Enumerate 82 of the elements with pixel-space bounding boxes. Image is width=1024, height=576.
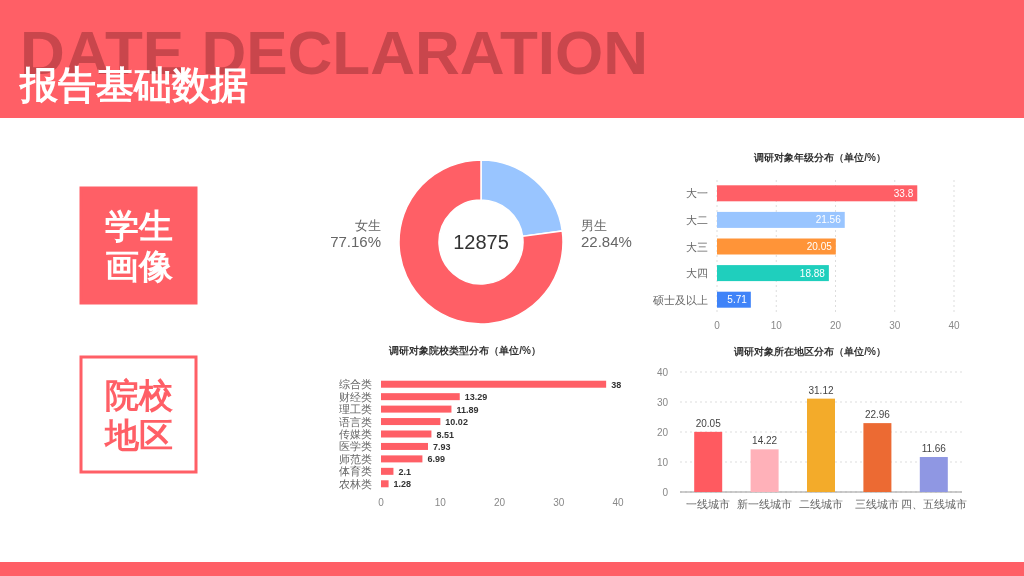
- data-label: 13.29: [464, 392, 488, 403]
- data-label: 10.02: [445, 417, 468, 428]
- data-label: 22.84%: [581, 233, 632, 250]
- chart-title: 调研对象年级分布（单位/%）: [753, 152, 886, 163]
- bar: [381, 442, 428, 450]
- y-tick-label: 大三: [686, 240, 708, 253]
- y-tick-label: 硕士及以上: [652, 293, 708, 306]
- data-label: 22.96: [864, 409, 891, 421]
- x-tick-label: 二线城市: [799, 498, 843, 510]
- bar: [750, 449, 779, 492]
- y-tick-label: 40: [656, 367, 669, 378]
- x-tick-label: 0: [714, 320, 721, 331]
- y-tick-label: 师范类: [339, 452, 372, 465]
- data-label: 11.66: [921, 443, 947, 455]
- data-label: 21.56: [815, 214, 842, 226]
- x-tick-label: 0: [378, 497, 385, 508]
- data-label: 18.88: [799, 267, 826, 279]
- y-tick-label: 农林类: [339, 477, 372, 490]
- x-tick-label: 一线城市: [686, 498, 731, 510]
- text: 12875: [453, 231, 509, 253]
- bar: [381, 393, 460, 401]
- data-label: 1.28: [393, 479, 412, 490]
- bar: [381, 380, 607, 388]
- y-tick-label: 10: [656, 457, 669, 468]
- slice-label: 男生: [581, 218, 607, 233]
- bar: [381, 480, 389, 488]
- data-label: 77.16%: [330, 233, 381, 250]
- bar: [694, 431, 723, 492]
- x-tick-label: 20: [829, 320, 842, 331]
- y-tick-label: 理工类: [339, 403, 372, 416]
- chart-title: 调研对象所在地区分布（单位/%）: [733, 346, 886, 357]
- y-tick-label: 语言类: [339, 415, 372, 428]
- donut-slice: [398, 159, 564, 325]
- bar: [381, 430, 432, 438]
- data-label: 20.05: [695, 417, 722, 429]
- data-label: 31.12: [808, 384, 834, 396]
- y-tick-label: 传媒类: [339, 428, 372, 440]
- data-label: 33.8: [893, 187, 914, 199]
- bar: [863, 423, 892, 492]
- slice-label: 女生: [355, 218, 381, 233]
- data-label: 8.51: [436, 429, 454, 440]
- x-tick-label: 三线城市: [855, 498, 900, 510]
- y-tick-label: 30: [656, 397, 669, 408]
- x-tick-label: 30: [553, 497, 565, 508]
- data-label: 6.99: [427, 454, 445, 465]
- bar: [381, 467, 394, 475]
- bar: [717, 211, 845, 228]
- x-tick-label: 新一线城市: [737, 498, 793, 510]
- bar: [381, 405, 452, 413]
- x-tick-label: 30: [889, 320, 901, 331]
- bar: [717, 238, 836, 255]
- y-tick-label: 20: [656, 427, 669, 438]
- y-tick-label: 综合类: [339, 378, 372, 391]
- data-label: 5.71: [727, 294, 748, 306]
- text: 学生画像: [104, 207, 174, 285]
- y-tick-label: 大一: [686, 187, 708, 200]
- bar: [381, 455, 423, 463]
- y-tick-label: 体育类: [339, 465, 372, 478]
- bar: [919, 457, 948, 492]
- y-tick-label: 大四: [686, 267, 708, 280]
- text: 院校地区: [102, 376, 174, 454]
- data-label: 20.05: [806, 241, 833, 252]
- y-tick-label: 医学类: [339, 440, 372, 453]
- x-tick-label: 四、五线城市: [900, 498, 967, 510]
- data-label: 11.89: [456, 404, 479, 415]
- x-tick-label: 10: [434, 497, 447, 508]
- x-tick-label: 20: [493, 497, 506, 508]
- data-label: 38: [611, 379, 622, 390]
- data-label: 2.1: [398, 466, 411, 477]
- y-tick-label: 0: [662, 487, 669, 498]
- data-label: 14.22: [752, 435, 778, 447]
- bar: [381, 418, 441, 426]
- data-label: 7.93: [432, 441, 451, 452]
- x-tick-label: 40: [948, 320, 960, 331]
- y-tick-label: 财经类: [339, 390, 372, 403]
- bar: [807, 398, 835, 492]
- chart-title: 调研对象院校类型分布（单位/%）: [388, 345, 541, 356]
- bar: [717, 265, 829, 282]
- y-tick-label: 大二: [686, 213, 708, 226]
- x-tick-label: 40: [612, 497, 624, 508]
- bar: [717, 185, 918, 202]
- x-tick-label: 10: [770, 320, 783, 331]
